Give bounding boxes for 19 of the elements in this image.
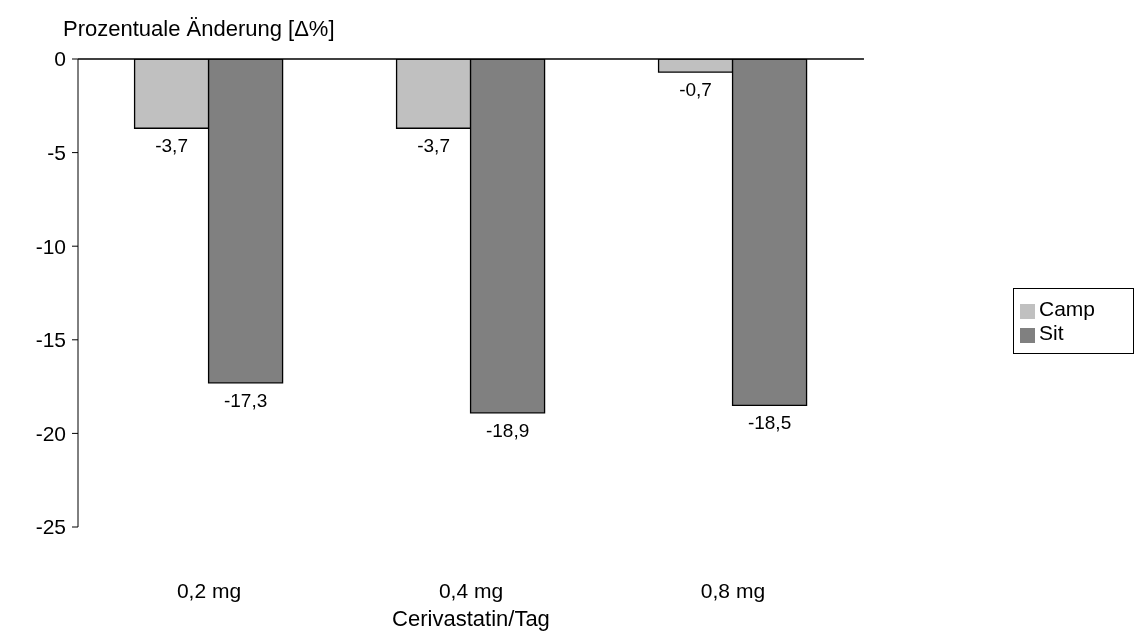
data-label: -17,3	[223, 389, 268, 411]
x-tick-label: 0,8 mg	[700, 578, 766, 602]
x-tick-label: 0,4 mg	[438, 578, 504, 602]
y-tick-label: -15	[35, 328, 66, 352]
y-tick-label: -25	[35, 515, 66, 539]
data-label: -18,5	[747, 412, 792, 434]
x-axis-title: Cerivastatin/Tag	[392, 606, 550, 631]
legend-label: Sit	[1038, 321, 1064, 344]
y-axis-title: Prozentuale Änderung [Δ%]	[63, 16, 335, 42]
y-tick-label: -5	[47, 141, 66, 165]
y-tick-label: 0	[54, 47, 66, 71]
data-label: -0,7	[679, 79, 712, 101]
data-label: -18,9	[485, 419, 530, 441]
y-tick-label: -20	[35, 421, 66, 445]
x-tick-label: 0,2 mg	[176, 578, 242, 602]
legend-label: Camp	[1038, 297, 1095, 320]
y-tick-label: -10	[35, 234, 66, 258]
data-label: -3,7	[417, 135, 450, 157]
data-label: -3,7	[155, 135, 188, 157]
